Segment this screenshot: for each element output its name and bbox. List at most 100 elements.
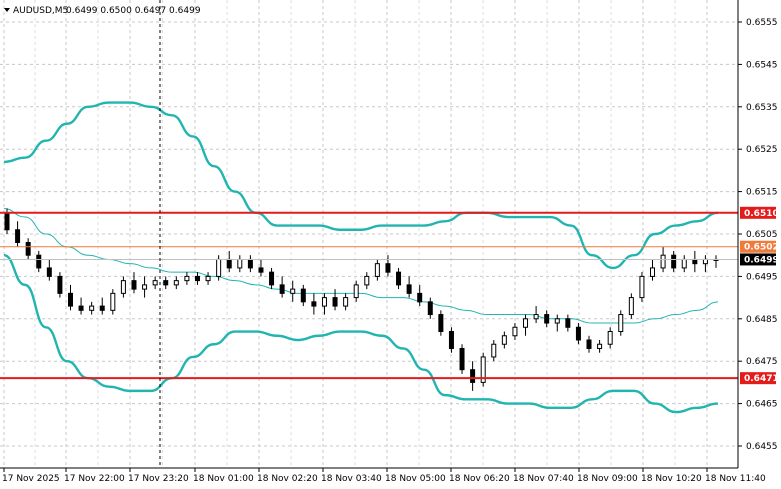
candle-body	[480, 356, 486, 383]
candle-body	[501, 335, 507, 345]
candle-body	[46, 267, 52, 277]
candle	[99, 297, 105, 315]
candle-body	[660, 254, 666, 269]
candle	[89, 301, 95, 315]
candle-body	[184, 275, 190, 282]
candle	[702, 255, 708, 273]
price-level-tag-label: 0.6502	[744, 243, 779, 253]
candle-body	[406, 284, 412, 294]
candle	[639, 272, 645, 302]
candle	[46, 259, 52, 281]
candle-body	[247, 258, 253, 269]
x-axis: 17 Nov 2025 17 Nov 22:00 17 Nov 23:20 18 No…	[2, 468, 766, 484]
x-tick-label: 18 Nov 10:20	[641, 474, 702, 484]
candle-body	[57, 275, 63, 294]
x-tick-label: 17 Nov 2025	[2, 474, 60, 484]
candle	[396, 267, 402, 290]
x-tick-label: 18 Nov 05:00	[385, 474, 446, 484]
candle	[279, 276, 285, 298]
candle-body	[618, 314, 624, 333]
candle	[374, 259, 380, 281]
candle-body	[448, 331, 454, 349]
candle	[258, 259, 264, 277]
candle	[533, 306, 539, 324]
candle-body	[67, 292, 73, 307]
candle	[586, 335, 592, 353]
candle-body	[544, 314, 550, 324]
candle-body	[438, 314, 444, 333]
candle-body	[681, 258, 687, 269]
candle-body	[459, 347, 465, 371]
chart-grid	[0, 0, 738, 468]
y-axis: 0.6555 0.6545 0.6535 0.6525 0.6515 0.6505 0.64…	[738, 18, 778, 452]
y-tick-label: 0.6465	[746, 400, 778, 410]
y-tick-label: 0.6495	[746, 272, 778, 282]
candle-body	[4, 212, 10, 231]
candle	[575, 323, 581, 345]
candle-body	[89, 305, 95, 311]
candle-body	[628, 297, 634, 316]
candle	[321, 293, 327, 315]
candle	[120, 276, 126, 298]
candle-body	[491, 343, 497, 358]
current-price-label: 0.6499	[744, 255, 779, 265]
candle	[512, 323, 518, 340]
bollinger-bands	[3, 101, 719, 414]
candle	[173, 276, 179, 290]
candle	[459, 344, 465, 374]
candle	[57, 272, 63, 298]
candle-body	[15, 229, 21, 243]
candle	[628, 293, 634, 319]
candle-body	[142, 284, 148, 290]
candle	[131, 272, 137, 294]
candle	[385, 255, 391, 277]
candle-body	[533, 314, 539, 320]
candle	[650, 259, 656, 281]
candle	[681, 255, 687, 273]
candle	[152, 276, 158, 290]
candle-body	[237, 258, 243, 269]
bollinger-upper-band	[3, 101, 719, 270]
candle	[364, 272, 370, 290]
candle	[618, 310, 624, 336]
bollinger-lower-band	[3, 254, 719, 414]
candle	[78, 297, 84, 315]
candle	[194, 272, 200, 285]
candle-body	[110, 292, 116, 311]
chart-header: AUDUSD,M5 0.6499 0.6500 0.6497 0.6499	[4, 6, 201, 16]
candle-body	[396, 271, 402, 286]
candle-body	[163, 280, 169, 286]
candle	[470, 361, 476, 391]
candle-body	[417, 292, 423, 303]
candle-body	[702, 258, 708, 265]
candle	[353, 280, 359, 302]
candle	[25, 238, 31, 260]
candle	[142, 276, 148, 298]
price-level-tag	[740, 372, 776, 385]
candle-body	[597, 343, 603, 349]
candle	[36, 250, 42, 273]
symbol-label: AUDUSD,M5	[13, 6, 68, 16]
candle	[491, 340, 497, 362]
x-tick-label: 17 Nov 23:20	[128, 474, 189, 484]
bollinger-middle-band	[3, 208, 719, 324]
candle-body	[258, 267, 264, 273]
y-tick-label: 0.6505	[746, 230, 778, 240]
y-tick-label: 0.6455	[746, 442, 778, 452]
candle-body	[279, 284, 285, 294]
candle	[713, 255, 719, 268]
candle-body	[586, 339, 592, 349]
candle	[247, 255, 253, 273]
candle-body	[321, 297, 327, 307]
candle-body	[650, 267, 656, 277]
candle-body	[385, 263, 391, 273]
candlesticks	[4, 208, 719, 391]
candle-body	[692, 258, 698, 265]
current-price-tag	[740, 253, 776, 266]
candle	[332, 289, 338, 311]
x-tick-label: 18 Nov 09:00	[577, 474, 638, 484]
symbol-dropdown-icon[interactable]	[4, 8, 10, 12]
candle	[565, 314, 571, 332]
candle	[671, 250, 677, 273]
